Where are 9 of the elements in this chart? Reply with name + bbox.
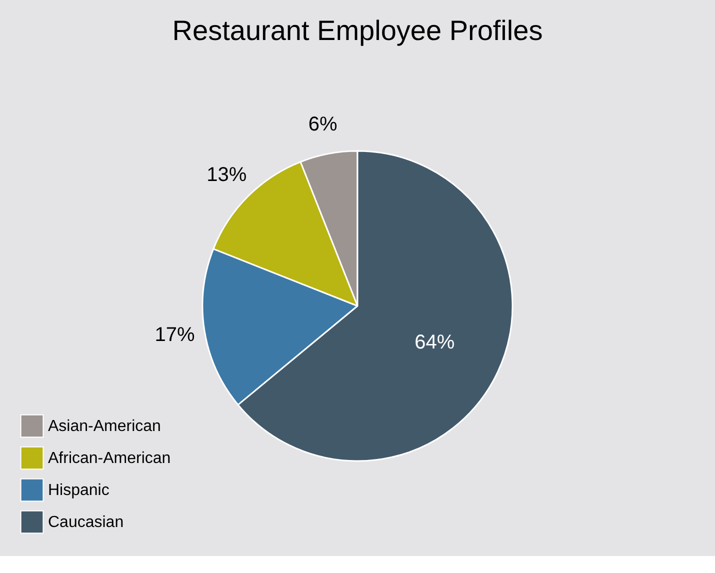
chart-title: Restaurant Employee Profiles	[172, 15, 543, 46]
legend-label: Hispanic	[48, 482, 110, 499]
legend-label: Caucasian	[48, 514, 124, 531]
data-label: 64%	[414, 331, 455, 354]
legend-label: African-American	[48, 450, 171, 467]
legend-label: Asian-American	[48, 418, 161, 435]
data-label: 6%	[308, 113, 338, 136]
data-label: 17%	[154, 324, 196, 346]
data-label: 13%	[206, 164, 247, 186]
